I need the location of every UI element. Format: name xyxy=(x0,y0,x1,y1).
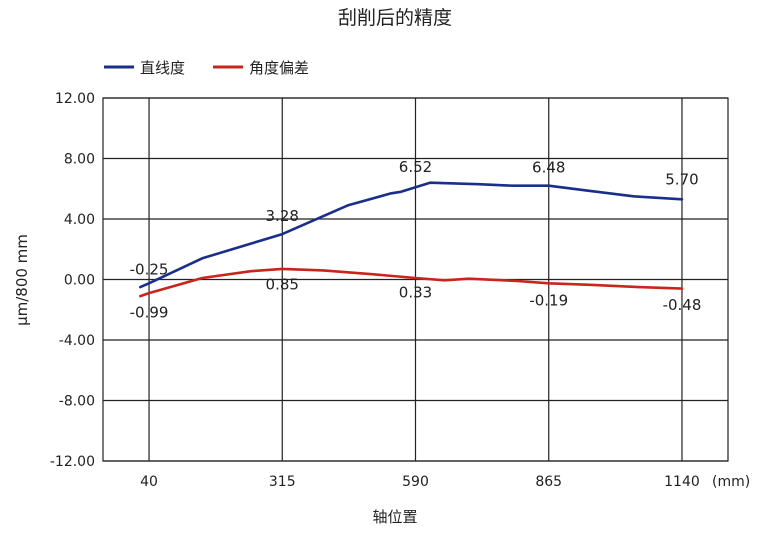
grid xyxy=(103,97,728,462)
data-label: -0.48 xyxy=(663,296,702,314)
x-tick-labels: 40 315 590 865 1140 xyxy=(140,474,700,490)
legend-label-straightness: 直线度 xyxy=(140,59,185,77)
series-line-0 xyxy=(139,181,684,289)
y-tick-label: 4.00 xyxy=(64,212,95,228)
data-label: -0.99 xyxy=(130,303,169,321)
x-tick-label: 40 xyxy=(140,474,158,490)
x-tick-label: 865 xyxy=(535,474,562,490)
data-label: 0.33 xyxy=(399,284,432,302)
chart-title: 刮削后的精度 xyxy=(338,7,452,29)
data-label: -0.25 xyxy=(130,260,169,278)
y-tick-label: -8.00 xyxy=(59,394,95,410)
x-tick-label: 1140 xyxy=(664,474,700,490)
y-tick-label: 12.00 xyxy=(55,91,95,107)
data-label: 3.28 xyxy=(266,207,299,225)
data-label: 6.52 xyxy=(399,158,432,176)
y-tick-label: 8.00 xyxy=(64,152,95,168)
data-label: 6.48 xyxy=(532,158,565,176)
y-axis-label: μm/800 mm xyxy=(13,234,31,326)
y-tick-label: 0.00 xyxy=(64,273,95,289)
legend-label-angular-deviation: 角度偏差 xyxy=(249,59,309,77)
data-label: 5.70 xyxy=(665,170,698,188)
x-axis-unit: (mm) xyxy=(712,474,750,490)
data-label: 0.85 xyxy=(266,276,299,294)
legend: 直线度 角度偏差 xyxy=(104,59,309,77)
series-lines xyxy=(139,181,684,298)
series-line-1 xyxy=(139,267,684,298)
x-tick-label: 315 xyxy=(269,474,296,490)
data-labels: -0.25 3.28 6.52 6.48 5.70 -0.99 0.85 0.33 -0.19 -… xyxy=(130,158,702,322)
y-tick-label: -12.00 xyxy=(50,454,95,470)
y-tick-labels: 12.00 8.00 4.00 0.00 -4.00 -8.00 -12.00 xyxy=(50,91,95,470)
y-tick-label: -4.00 xyxy=(59,333,95,349)
x-tick-label: 590 xyxy=(402,474,429,490)
x-axis-label: 轴位置 xyxy=(372,508,417,526)
data-label: -0.19 xyxy=(529,291,568,309)
